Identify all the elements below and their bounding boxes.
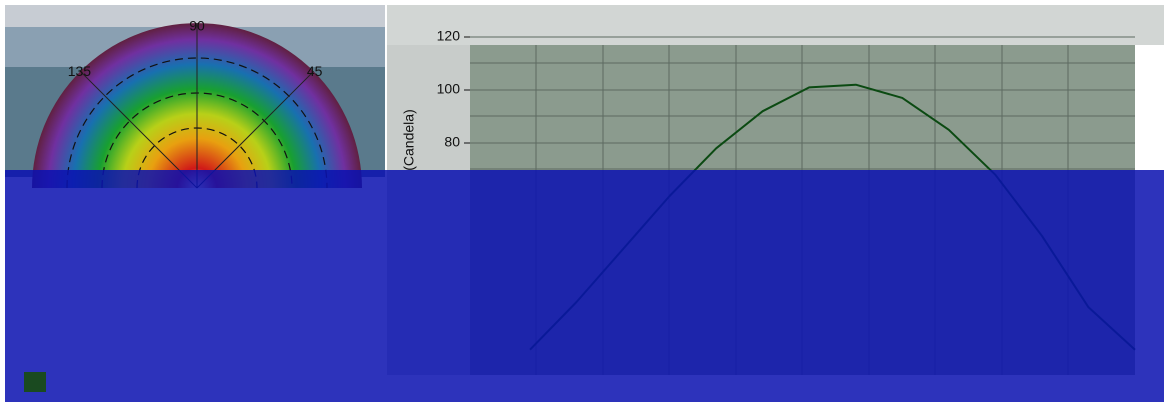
polar-axes: 90 135 45	[68, 18, 323, 189]
polar-spoke	[79, 70, 198, 189]
angle-label: 135	[68, 63, 92, 79]
icon	[24, 372, 46, 392]
overlay	[5, 170, 1164, 402]
y-tick-label: 100	[437, 81, 461, 97]
angle-label: 90	[189, 18, 205, 34]
y-tick-label: 80	[444, 134, 460, 150]
y-tick-label: 120	[437, 28, 461, 44]
y-axis-label: (Candela)	[401, 109, 417, 170]
polar-spoke	[196, 70, 315, 189]
panel-header	[5, 5, 385, 27]
chart-header	[387, 5, 1164, 45]
angle-label: 45	[307, 63, 323, 79]
